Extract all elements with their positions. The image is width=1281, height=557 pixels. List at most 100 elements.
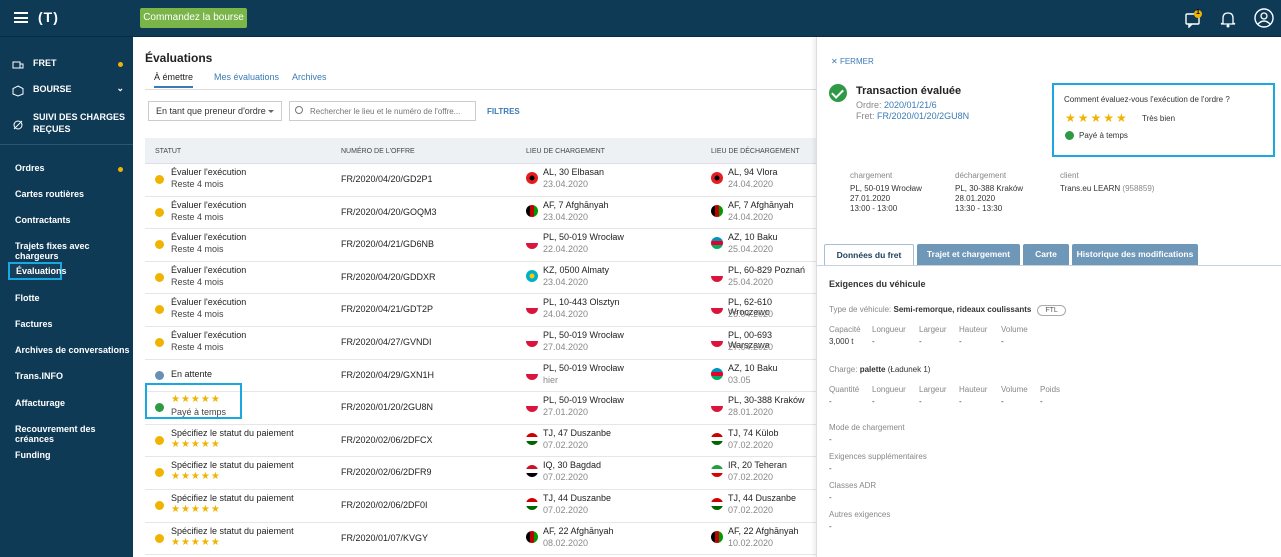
sidebar-item-label: Cartes routières [15,189,85,199]
column-header-offer-number[interactable]: NUMÉRO DE L'OFFRE [341,148,415,155]
role-select[interactable]: En tant que preneur d'ordre [148,101,282,121]
offer-number[interactable]: FR/2020/04/20/GDDXR [341,271,436,282]
table-row[interactable]: Évaluer l'exécution Reste 4 mois FR/2020/0… [145,229,816,262]
charge-value: palette [859,365,886,374]
notification-dot [118,62,123,67]
table-row[interactable]: Évaluer l'exécution Reste 4 mois FR/2020/0… [145,164,816,197]
status-text[interactable]: Spécifiez le statut du paiement [171,493,294,503]
client-details: Trans.eu LEARN (958859) [1060,184,1154,194]
table-row[interactable]: Évaluer l'exécution Reste 4 mois FR/2020/0… [145,262,816,295]
column-header-loading[interactable]: LIEU DE CHARGEMENT [526,148,605,155]
offer-number[interactable]: FR/2020/04/21/GDT2P [341,304,434,315]
sidebar-item-evaluations[interactable]: Évaluations [8,262,67,280]
table-row[interactable]: Évaluer l'exécution Reste 4 mois FR/2020/0… [145,294,816,327]
filters-link[interactable]: FILTRES [487,107,520,116]
status-text[interactable]: Évaluer l'exécution [171,232,247,243]
warning-icon [155,501,164,510]
unloading-date: 03.05 [728,374,751,385]
offer-number[interactable]: FR/2020/02/06/2DFCX [341,434,433,445]
sidebar-item-tracking[interactable]: SUIVI DES CHARGES REÇUES [0,111,133,135]
table-row[interactable]: Évaluer l'exécution Reste 4 mois FR/2020/0… [145,197,816,230]
order-label: Ordre: [856,100,882,110]
field-label: Hauteur [959,325,988,334]
offer-number[interactable]: FR/2020/01/07/KVGY [341,532,429,543]
status-text[interactable]: Spécifiez le statut du paiement [171,525,294,536]
bell-icon[interactable] [1220,10,1238,28]
offer-number[interactable]: FR/2020/04/20/GOQM3 [341,206,437,217]
status-text[interactable]: Spécifiez le statut du paiement [171,460,294,471]
column-header-status[interactable]: STATUT [155,148,182,155]
order-exchange-button[interactable]: Commandez la bourse [140,8,247,28]
sidebar-item-trajets[interactable]: Trajets fixes avec chargeurs [0,241,133,261]
loading-place: AF, 22 Afghānyah [543,525,614,536]
fret-line: Fret: FR/2020/01/20/2GU8N [856,111,969,121]
user-avatar-icon[interactable] [1254,8,1274,28]
column-header-unloading[interactable]: LIEU DE DÉCHARGEMENT [711,148,800,155]
loading-place: PL, 50-019 Wrocław [543,362,624,373]
unloading-date: 27.04.2020 [728,342,774,352]
status-text[interactable]: Évaluer l'exécution [171,297,247,308]
tab-freight-data[interactable]: Données du fret [824,244,914,265]
client-id: (958859) [1122,184,1155,193]
loading-date: 07.02.2020 [543,439,589,450]
offer-number[interactable]: FR/2020/04/27/GVNDI [341,337,432,347]
search-input[interactable] [289,101,476,121]
status-text[interactable]: Spécifiez le statut du paiement [171,427,294,438]
loading-date: 27.04.2020 [543,342,589,352]
order-link[interactable]: 2020/01/21/6 [884,100,937,110]
sidebar-item-label: Évaluations [16,266,67,276]
table-row[interactable]: Spécifiez le statut du paiement ★★★★★ FR/2… [145,523,816,556]
sidebar-item-contractants[interactable]: Contractants [0,215,133,225]
sidebar-item-fret[interactable]: FRET [0,58,133,69]
offer-number[interactable]: FR/2020/04/20/GD2P1 [341,174,433,184]
tab-archives[interactable]: Archives [292,72,327,82]
tab-map[interactable]: Carte [1023,244,1069,265]
tab-to-issue[interactable]: À émettre [154,72,194,88]
tab-history[interactable]: Historique des modifications [1072,244,1198,265]
table-row[interactable]: En attente FR/2020/04/29/GXN1H PL, 50-019 … [145,360,816,393]
close-button[interactable]: ✕ FERMER [831,57,874,66]
unloading-place: PL, 62-610 Wroczewo [728,297,773,318]
sidebar-item-recouvrement[interactable]: Recouvrement des créances [0,424,133,444]
unloading-date: 24.04.2020 [728,211,774,222]
tab-route-loading[interactable]: Trajet et chargement [917,244,1020,265]
sidebar-item-ordres[interactable]: Ordres [0,163,133,173]
flag-icon [711,302,723,315]
offer-number[interactable]: FR/2020/04/29/GXN1H [341,369,435,380]
sidebar-item-archives[interactable]: Archives de conversations [0,345,133,355]
table-row[interactable]: Spécifiez le statut du paiement ★★★★★ FR/2… [145,425,816,458]
status-text[interactable]: Évaluer l'exécution [171,330,247,340]
offer-number[interactable]: FR/2020/02/06/2DF0I [341,500,428,510]
status-text[interactable]: Évaluer l'exécution [171,264,247,275]
offer-number[interactable]: FR/2020/01/20/2GU8N [341,402,434,413]
offer-number[interactable]: FR/2020/02/06/2DFR9 [341,467,432,478]
sidebar-item-bourse[interactable]: BOURSE ⌄ [0,83,133,97]
field-label: Poids [1040,385,1061,394]
sidebar-item-flotte[interactable]: Flotte [0,293,133,303]
hamburger-menu-icon[interactable] [14,12,28,23]
sidebar-item-factures[interactable]: Factures [0,319,133,329]
table-row[interactable]: Spécifiez le statut du paiement ★★★★★ FR/2… [145,490,816,523]
chat-icon[interactable]: 1 [1185,9,1203,29]
tab-my-evaluations[interactable]: Mes évaluations [214,72,280,82]
field-label: Volume [1001,385,1028,394]
field-value: - [919,397,922,406]
status-sub: Reste 4 mois [171,179,224,189]
sidebar-item-transinfo[interactable]: Trans.INFO [0,371,133,381]
status-text[interactable]: Évaluer l'exécution [171,167,247,177]
section-value: - [829,493,832,502]
table-row[interactable]: Spécifiez le statut du paiement ★★★★★ FR/2… [145,457,816,490]
offer-number[interactable]: FR/2020/04/21/GD6NB [341,239,435,250]
sidebar-item-funding[interactable]: Funding [0,450,133,460]
unloading-place: TJ, 74 Külob [728,427,779,438]
fret-link[interactable]: FR/2020/01/20/2GU8N [877,111,970,121]
close-icon: ✕ [831,57,838,66]
sidebar-item-label: Trans.INFO [15,371,64,381]
unloading-date: 10.02.2020 [728,537,774,548]
sidebar-item-affacturage[interactable]: Affacturage [0,398,133,408]
status-text[interactable]: Évaluer l'exécution [171,199,247,210]
table-row[interactable]: ★★★★★ Payé à temps FR/2020/01/20/2GU8N PL, … [145,392,816,425]
sidebar-item-cartes[interactable]: Cartes routières [0,189,133,199]
table-row[interactable]: Évaluer l'exécution Reste 4 mois FR/2020/0… [145,327,816,360]
vehicle-type-value: Semi-remorque, rideaux coulissants [893,305,1032,314]
